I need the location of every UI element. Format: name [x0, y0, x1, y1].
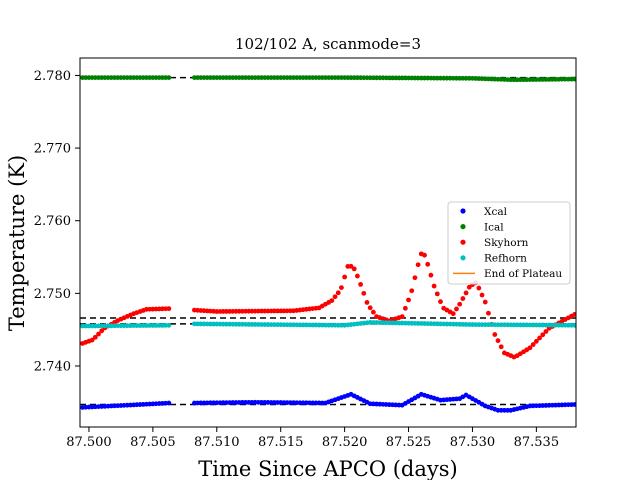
data-point [364, 300, 370, 305]
legend-entry-xcal: Xcal [460, 206, 508, 218]
y-tick-label: 2.740 [34, 359, 71, 374]
data-point [486, 310, 491, 316]
data-point [412, 275, 418, 281]
data-point [358, 282, 363, 287]
data-point [339, 285, 344, 290]
data-point [332, 294, 338, 300]
data-point [431, 283, 437, 289]
series-ical [80, 75, 576, 83]
series-skyhorn [80, 251, 576, 360]
data-point [342, 274, 348, 280]
data-point [409, 288, 415, 294]
x-tick-label: 87.525 [386, 435, 432, 450]
data-point [428, 272, 434, 278]
data-point [572, 322, 576, 328]
data-point [543, 329, 549, 334]
data-point [166, 322, 172, 328]
legend-entry-end-of-plateau: End of Plateau [453, 268, 562, 280]
legend-label: End of Plateau [484, 268, 562, 280]
data-point [422, 252, 427, 258]
data-point [329, 298, 335, 304]
data-point [530, 342, 536, 347]
data-point [498, 344, 504, 350]
x-tick-label: 87.535 [514, 435, 560, 450]
data-point [348, 263, 354, 269]
x-tick-label: 87.520 [322, 435, 368, 450]
data-point [361, 290, 367, 296]
legend-entry-ical: Ical [460, 221, 504, 233]
data-point [438, 299, 443, 305]
data-point [335, 290, 341, 296]
data-point [166, 75, 172, 81]
y-tick-label: 2.770 [34, 142, 71, 157]
data-point [89, 337, 95, 343]
data-point [402, 305, 408, 311]
y-tick-label: 2.760 [34, 214, 71, 229]
data-point [450, 311, 456, 317]
data-point [466, 284, 472, 290]
data-point [454, 306, 459, 312]
data-point [425, 261, 431, 267]
data-points [80, 75, 576, 413]
data-point [533, 338, 539, 344]
x-tick-label: 87.500 [66, 435, 112, 450]
legend-marker [460, 239, 466, 245]
data-point [482, 299, 488, 305]
data-point [415, 262, 421, 268]
legend-marker [460, 255, 466, 261]
legend-entry-refhorn: Refhorn [460, 253, 527, 265]
legend-label: Skyhorn [484, 237, 529, 249]
legend-box [447, 201, 571, 285]
data-point [406, 297, 411, 303]
chart-title: 102/102 A, scanmode=3 [235, 35, 421, 53]
data-point [463, 290, 469, 296]
legend-entry-skyhorn: Skyhorn [460, 237, 529, 249]
x-tick-label: 87.515 [258, 435, 304, 450]
legend-marker [460, 208, 466, 214]
data-point [166, 400, 172, 406]
data-point [96, 331, 101, 337]
x-tick-label: 87.530 [450, 435, 496, 450]
series-xcal [80, 391, 576, 413]
data-point [537, 335, 542, 341]
data-point [166, 306, 172, 312]
data-point [527, 345, 533, 351]
legend-label: Refhorn [484, 253, 527, 265]
data-point [460, 296, 466, 301]
data-point [367, 305, 373, 311]
data-point [572, 402, 576, 407]
data-point [479, 292, 485, 298]
data-point [434, 291, 440, 297]
legend-marker [460, 224, 466, 230]
y-tick-label: 2.750 [34, 287, 71, 302]
legend-label: Ical [484, 221, 504, 233]
y-tick-label: 2.780 [34, 69, 71, 84]
data-point [351, 266, 357, 272]
data-point [457, 301, 463, 307]
legend: Xcal Ical Skyhorn Refhorn End of Plateau [447, 201, 571, 285]
data-point [540, 332, 546, 338]
y-axis-label: Temperature (K) [5, 155, 29, 331]
data-point [92, 334, 98, 340]
data-point [476, 285, 482, 291]
data-point [492, 332, 498, 337]
series-refhorn [80, 320, 576, 329]
data-point [355, 273, 360, 279]
data-point [99, 328, 105, 334]
data-point [572, 311, 576, 317]
x-axis: 87.500 87.505 87.510 87.515 87.520 87.525 87.5… [66, 427, 559, 450]
x-axis-label: Time Since APCO (days) [198, 457, 457, 480]
data-point [370, 309, 376, 315]
x-tick-label: 87.505 [130, 435, 176, 450]
x-tick-label: 87.510 [194, 435, 240, 450]
data-point [495, 338, 501, 344]
legend-label: Xcal [484, 206, 508, 218]
y-axis: 2.740 2.750 2.760 2.770 2.780 [34, 69, 80, 374]
data-point [399, 314, 405, 319]
plot-frame [79, 57, 577, 428]
data-point [572, 76, 576, 82]
